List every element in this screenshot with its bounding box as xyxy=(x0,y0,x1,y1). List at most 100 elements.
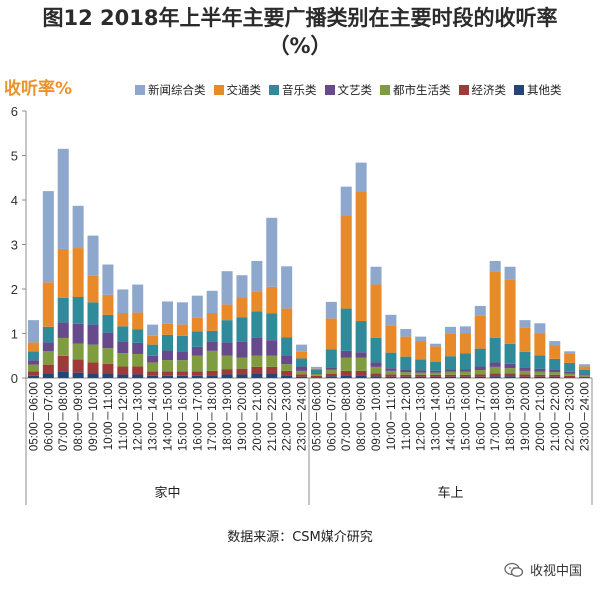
bar-segment xyxy=(489,260,501,272)
bar-segment xyxy=(296,370,308,375)
bar-segment xyxy=(489,373,501,377)
bar-segment xyxy=(564,353,576,363)
bar-segment xyxy=(87,373,99,378)
bar-segment xyxy=(296,344,308,352)
bar-segment xyxy=(281,370,293,376)
bar-segment xyxy=(385,352,397,369)
x-tick-label: 12:00－13:00 xyxy=(416,382,428,451)
bar-segment xyxy=(176,335,188,352)
y-tick-label: 5 xyxy=(11,149,18,164)
bar-segment xyxy=(444,376,457,378)
y-axis-label: 收听率% xyxy=(4,79,73,99)
bar-segment xyxy=(296,366,308,371)
bar-segment xyxy=(42,326,54,343)
bar-segment xyxy=(519,370,531,375)
legend-label: 其他类 xyxy=(527,83,562,97)
bar-segment xyxy=(519,374,531,377)
bar-segment xyxy=(236,275,248,298)
bar-segment xyxy=(310,369,322,374)
bar-segment xyxy=(57,355,69,372)
bar-segment xyxy=(385,325,397,353)
legend-label: 音乐类 xyxy=(282,83,317,97)
bar-segment xyxy=(102,294,114,315)
bar-segment xyxy=(489,376,501,378)
bar-segment xyxy=(87,362,99,374)
bar-segment xyxy=(549,376,561,378)
bar-segment xyxy=(370,362,382,367)
x-tick-label: 07:00－08:00 xyxy=(58,382,70,451)
bar-segment xyxy=(370,373,382,377)
bar-segment xyxy=(117,313,129,327)
bar-segment xyxy=(161,323,174,335)
bar-segment xyxy=(221,355,233,370)
bar-segment xyxy=(534,333,546,356)
bar-segment xyxy=(176,375,188,378)
bar-segment xyxy=(370,376,382,378)
bar-segment xyxy=(251,311,263,338)
bar-segment xyxy=(251,373,263,378)
bar-segment xyxy=(400,336,412,357)
bar-segment xyxy=(42,351,54,365)
legend-item: 音乐类 xyxy=(269,82,317,98)
bar-segment xyxy=(504,363,516,369)
bar-segment xyxy=(355,191,367,322)
brand-watermark: 收视中国 xyxy=(504,560,582,579)
y-tick-label: 1 xyxy=(11,327,18,342)
bar-segment xyxy=(266,355,278,367)
bar-segment xyxy=(564,362,576,372)
bar-segment xyxy=(132,353,144,367)
bar-segment xyxy=(206,313,218,331)
bar-segment xyxy=(72,205,84,249)
bar-segment xyxy=(236,357,248,369)
bar-segment xyxy=(72,323,84,344)
legend-swatch xyxy=(324,85,335,95)
x-tick-label: 21:00－22:00 xyxy=(550,382,562,451)
bar-segment xyxy=(296,374,308,377)
bar-segment xyxy=(57,371,69,378)
bar-segment xyxy=(296,358,308,367)
bar-segment xyxy=(564,373,576,376)
chart-title-line2: （%） xyxy=(268,34,332,58)
bar-segment xyxy=(340,186,352,216)
bar-segment xyxy=(221,320,233,343)
bar-segment xyxy=(251,260,263,292)
legend-item: 文艺类 xyxy=(324,82,372,98)
bar-segment xyxy=(296,351,308,359)
bar-segment xyxy=(370,284,382,338)
legend-item: 其他类 xyxy=(514,82,562,98)
legend-label: 新闻综合类 xyxy=(148,83,206,97)
bar-segment xyxy=(57,248,69,298)
bar-segment xyxy=(57,322,69,338)
bar-segment xyxy=(42,191,54,283)
bar-segment xyxy=(564,375,576,378)
bar-segment xyxy=(474,315,486,349)
bar-segment xyxy=(42,342,54,352)
bar-segment xyxy=(191,355,203,372)
bar-segment xyxy=(370,337,382,363)
bar-segment xyxy=(206,375,218,378)
bar-segment xyxy=(72,248,84,298)
bar-segment xyxy=(176,371,188,376)
bar-segment xyxy=(400,376,412,378)
bar-segment xyxy=(191,371,203,376)
bar-segment xyxy=(206,330,218,342)
x-tick-label: 15:00－16:00 xyxy=(177,382,189,451)
legend-swatch xyxy=(380,85,390,95)
bar-segment xyxy=(176,302,188,325)
legend-item: 交通类 xyxy=(213,82,261,98)
bar-segment xyxy=(132,342,144,354)
x-tick-label: 15:00－16:00 xyxy=(460,382,472,451)
bar-segment xyxy=(459,376,471,378)
bar-segment xyxy=(385,374,397,377)
legend-item: 都市生活类 xyxy=(380,82,451,98)
chart-title: 图12 2018年上半年主要广播类别在主要时段的收听率 （%） xyxy=(0,4,600,60)
bar-segment xyxy=(147,371,159,376)
bar-segment xyxy=(251,291,263,312)
bar-segment xyxy=(340,215,352,309)
legend-item: 新闻综合类 xyxy=(135,82,206,98)
bar-segment xyxy=(310,373,322,374)
bar-segment xyxy=(236,317,248,342)
data-source: 数据来源：CSM媒介研究 xyxy=(227,530,373,545)
x-tick-label: 11:00－12:00 xyxy=(401,382,413,450)
